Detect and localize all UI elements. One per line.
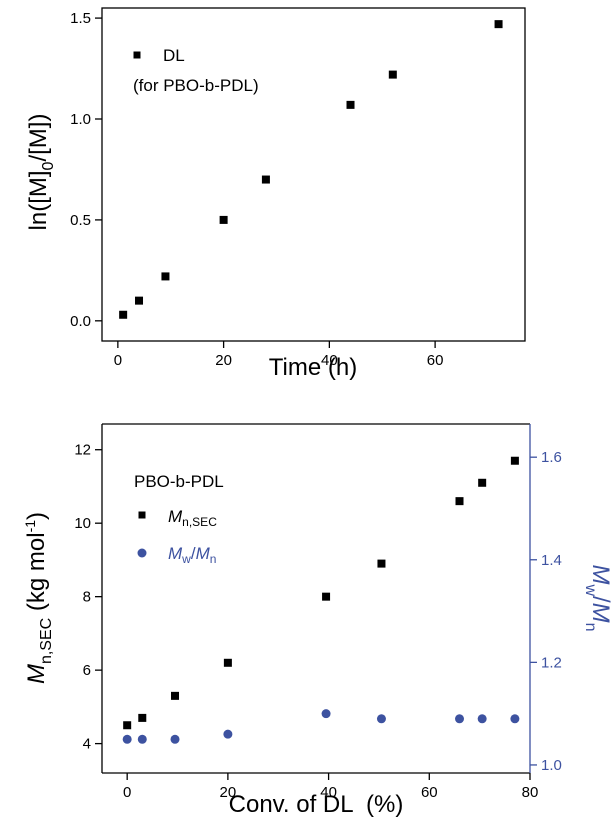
bottom-legend-label-pdi: Mw/Mn xyxy=(168,544,216,566)
top-y-tick-label: 0.5 xyxy=(70,212,91,229)
top-y-tick-label: 0.0 xyxy=(70,313,91,330)
top-data-point xyxy=(119,311,127,319)
bottom-left-y-tick-label: 4 xyxy=(83,736,91,753)
bottom-mn-point xyxy=(322,593,330,601)
top-x-tick-label: 60 xyxy=(427,352,444,369)
top-chart: 0 20 40 60 0.00.51.01.5 DL (for PBO-b-PDL) … xyxy=(25,8,525,381)
bottom-mn-point xyxy=(224,659,232,667)
bottom-pdi-point xyxy=(510,714,519,723)
bottom-right-y-tick-label: 1.0 xyxy=(541,757,562,774)
bottom-left-y-ticks: 4 6 8 10 12 xyxy=(74,442,102,753)
bottom-x-tick-label: 60 xyxy=(421,784,438,801)
top-y-tick-label: 1.0 xyxy=(70,111,91,128)
bottom-left-y-tick-label: 6 xyxy=(83,662,91,679)
bottom-mn-point xyxy=(377,560,385,568)
top-data-point xyxy=(161,272,169,280)
top-data-point xyxy=(389,71,397,79)
bottom-pdi-point xyxy=(377,714,386,723)
bottom-data-points xyxy=(123,457,520,744)
bottom-pdi-point xyxy=(223,730,232,739)
bottom-pdi-point xyxy=(123,735,132,744)
bottom-x-tick-label: 80 xyxy=(522,784,539,801)
top-data-point xyxy=(135,297,143,305)
top-data-point xyxy=(220,216,228,224)
bottom-left-y-axis-title: Mn,SEC (kg mol-1) xyxy=(22,512,55,684)
bottom-legend-marker-mn xyxy=(139,512,146,519)
bottom-pdi-point xyxy=(455,714,464,723)
bottom-mn-point xyxy=(478,479,486,487)
bottom-mn-point xyxy=(123,721,131,729)
bottom-right-y-tick-label: 1.6 xyxy=(541,449,562,466)
bottom-x-tick-label: 0 xyxy=(123,784,131,801)
bottom-mn-point xyxy=(456,497,464,505)
bottom-legend-label-mn: Mn,SEC xyxy=(168,507,217,529)
bottom-pdi-point xyxy=(322,709,331,718)
bottom-mn-point xyxy=(171,692,179,700)
bottom-mn-point xyxy=(511,457,519,465)
top-x-axis-title: Time (h) xyxy=(269,354,357,381)
top-x-tick-label: 20 xyxy=(215,352,232,369)
bottom-legend-title: PBO-b-PDL xyxy=(134,472,224,491)
bottom-right-y-axis-title: Mw/Mn xyxy=(582,564,614,631)
bottom-mn-point xyxy=(138,714,146,722)
bottom-right-y-tick-label: 1.2 xyxy=(541,654,562,671)
top-legend-label: DL xyxy=(163,46,185,65)
bottom-pdi-point xyxy=(171,735,180,744)
bottom-left-y-tick-label: 8 xyxy=(83,589,91,606)
top-legend-note: (for PBO-b-PDL) xyxy=(133,76,259,95)
bottom-left-y-tick-label: 12 xyxy=(74,442,91,459)
bottom-right-y-tick-label: 1.4 xyxy=(541,552,562,569)
top-data-point xyxy=(262,176,270,184)
bottom-pdi-point xyxy=(478,714,487,723)
top-y-tick-label: 1.5 xyxy=(70,10,91,27)
bottom-x-axis-title: Conv. of DL (%) xyxy=(229,791,404,818)
bottom-pdi-point xyxy=(138,735,147,744)
top-y-ticks: 0.0 0.5 1.0 1.5 xyxy=(70,10,102,330)
bottom-left-y-tick-label: 10 xyxy=(74,515,91,532)
top-y-axis-title: ln([M]0/[M]) xyxy=(25,114,57,231)
top-data-point xyxy=(495,20,503,28)
top-legend-marker xyxy=(134,52,141,59)
bottom-right-y-ticks: 1.0 1.2 1.4 1.6 xyxy=(530,449,562,774)
top-data-point xyxy=(347,101,355,109)
bottom-legend-marker-pdi xyxy=(138,549,147,558)
top-x-tick-label: 0 xyxy=(114,352,122,369)
